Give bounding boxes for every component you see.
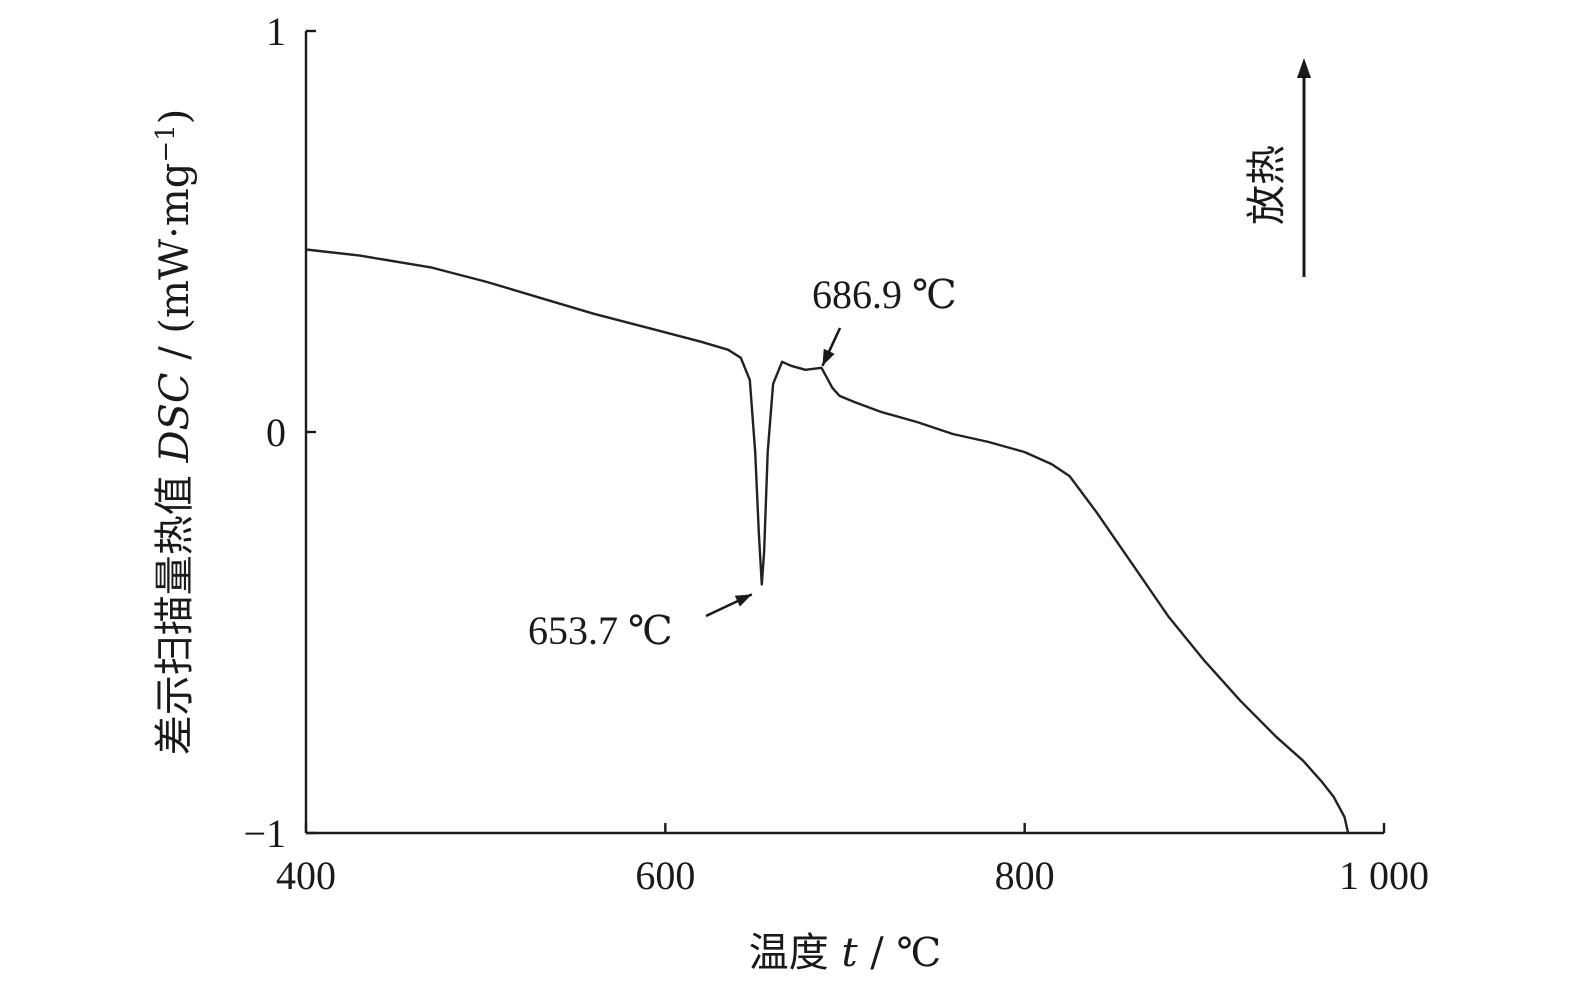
y-axis-title: 差示扫描量热值 DSC / (mW·mg−1) [151, 109, 198, 756]
annotation-arrow-686-head [822, 348, 835, 366]
y-ticks: 1 0 −1 [243, 9, 316, 856]
x-tick-label: 600 [635, 853, 695, 898]
axes [304, 31, 1384, 835]
dsc-series-line [305, 248, 1350, 834]
y-tick-label: 1 [266, 9, 286, 54]
annotation-label-peak-686: 686.9 ℃ [812, 272, 957, 317]
y-tick-label: −1 [243, 811, 286, 856]
x-tick-label: 800 [995, 853, 1055, 898]
x-axis-title: 温度 t / ℃ [749, 930, 941, 976]
x-tick-label: 400 [276, 853, 336, 898]
x-tick-label: 1 000 [1339, 853, 1429, 898]
up-arrow-icon [1297, 58, 1311, 277]
y-tick-label: 0 [266, 410, 286, 455]
x-ticks: 400 600 800 1 000 [276, 823, 1429, 898]
exothermic-label: 放热 [1244, 145, 1290, 225]
annotation-arrow-653-head [734, 594, 752, 607]
annotation-label-peak-653: 653.7 ℃ [528, 608, 673, 653]
annotation-arrows [705, 327, 842, 618]
